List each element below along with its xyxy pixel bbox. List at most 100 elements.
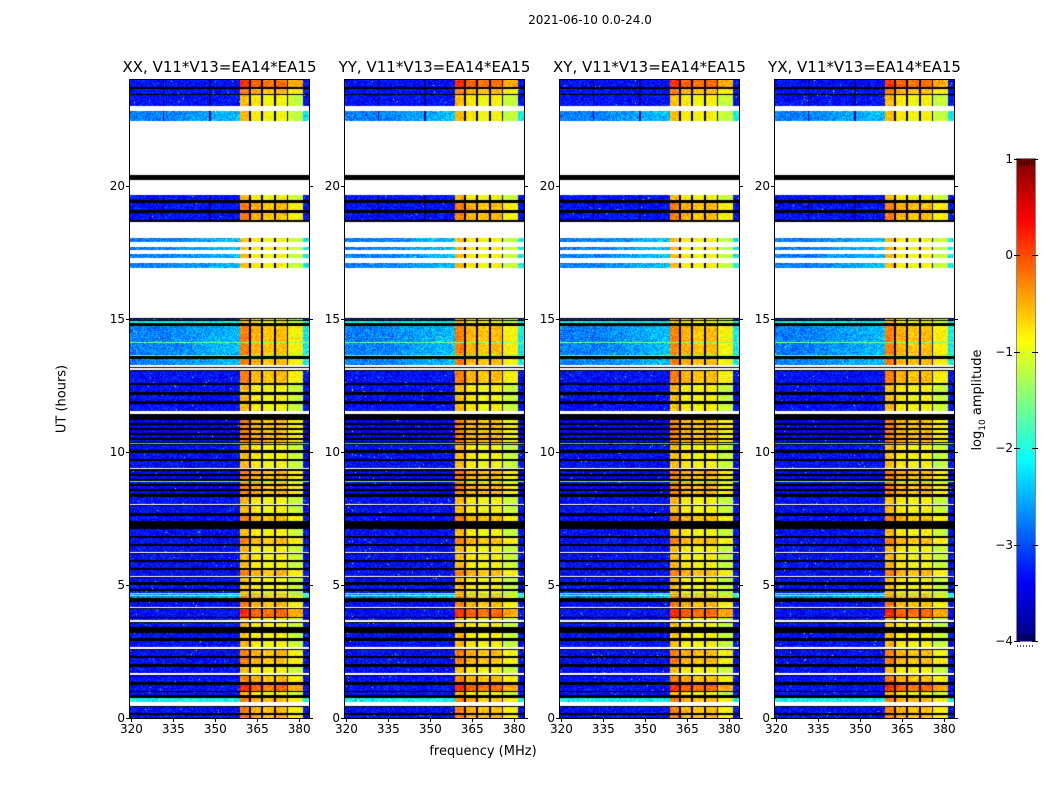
- y-tickmark: [556, 186, 560, 187]
- y-tickmark: [771, 718, 775, 719]
- x-tick-label: 380: [287, 722, 311, 736]
- y-tickmark: [524, 585, 528, 586]
- y-tickmark: [126, 319, 130, 320]
- x-tick-label: 350: [848, 722, 872, 736]
- y-tickmark: [309, 319, 313, 320]
- y-tick-label: 10: [754, 445, 770, 460]
- colorbar-tickmark: [1014, 255, 1020, 256]
- figure-title: 2021-06-10 0.0-24.0: [528, 13, 652, 27]
- x-tickmark: [346, 718, 347, 722]
- y-tickmark: [341, 186, 345, 187]
- y-tick-label: 20: [109, 179, 125, 194]
- x-tickmark: [902, 718, 903, 722]
- x-tickmark: [299, 718, 300, 722]
- y-tickmark: [524, 452, 528, 453]
- y-tick-label: 15: [109, 312, 125, 327]
- y-tickmark: [309, 585, 313, 586]
- y-tick-label: 10: [109, 445, 125, 460]
- x-tick-label: 365: [675, 722, 699, 736]
- y-tickmark: [739, 186, 743, 187]
- x-tickmark: [257, 718, 258, 722]
- colorbar-canvas: [1017, 159, 1035, 641]
- x-tickmark: [430, 718, 431, 722]
- y-tickmark: [341, 718, 345, 719]
- y-tick-label: 5: [547, 578, 555, 593]
- y-tickmark: [556, 718, 560, 719]
- x-tickmark: [388, 718, 389, 722]
- y-tickmark: [126, 452, 130, 453]
- colorbar-tick-label: 0: [1005, 248, 1013, 263]
- y-tickmark: [556, 452, 560, 453]
- panel-yx: [774, 79, 955, 719]
- colorbar-underflow-dots: [1017, 645, 1035, 647]
- y-tickmark: [771, 186, 775, 187]
- y-tick-label: 20: [324, 179, 340, 194]
- panel-yy: [344, 79, 525, 719]
- x-tick-label: 350: [203, 722, 227, 736]
- colorbar-label: log10 amplitude: [970, 349, 988, 451]
- y-tickmark: [341, 585, 345, 586]
- colorbar-tickmark: [1014, 159, 1020, 160]
- panel-title-xy: XY, V11*V13=EA14*EA15: [553, 58, 746, 76]
- panel-xx: [129, 79, 310, 719]
- y-tickmark: [771, 452, 775, 453]
- y-tickmark: [954, 186, 958, 187]
- spectrogram-canvas-yx: [775, 80, 954, 718]
- colorbar: [1016, 158, 1036, 642]
- x-tick-label: 335: [376, 722, 400, 736]
- x-tickmark: [860, 718, 861, 722]
- x-tickmark: [472, 718, 473, 722]
- y-tickmark: [126, 186, 130, 187]
- y-tickmark: [739, 585, 743, 586]
- y-tick-label: 15: [539, 312, 555, 327]
- y-tickmark: [739, 319, 743, 320]
- colorbar-tickmark: [1032, 545, 1038, 546]
- colorbar-tick-label: −1: [995, 344, 1013, 359]
- x-tickmark: [645, 718, 646, 722]
- y-tick-label: 0: [332, 711, 340, 725]
- y-tickmark: [954, 718, 958, 719]
- y-tick-label: 0: [117, 711, 125, 725]
- y-tick-label: 0: [762, 711, 770, 725]
- x-tick-label: 380: [932, 722, 956, 736]
- x-tick-label: 335: [591, 722, 615, 736]
- y-tick-label: 20: [754, 179, 770, 194]
- spectrogram-canvas-yy: [345, 80, 524, 718]
- x-tick-label: 365: [890, 722, 914, 736]
- y-tick-label: 10: [539, 445, 555, 460]
- x-axis-label: frequency (MHz): [429, 744, 537, 759]
- x-tick-label: 350: [633, 722, 657, 736]
- x-tickmark: [514, 718, 515, 722]
- y-tick-label: 5: [117, 578, 125, 593]
- y-tickmark: [309, 452, 313, 453]
- x-tickmark: [215, 718, 216, 722]
- y-tickmark: [341, 319, 345, 320]
- x-tickmark: [818, 718, 819, 722]
- y-tick-label: 5: [762, 578, 770, 593]
- y-tick-label: 20: [539, 179, 555, 194]
- y-tickmark: [954, 319, 958, 320]
- colorbar-tick-label: 1: [1005, 152, 1013, 166]
- panel-xy: [559, 79, 740, 719]
- y-tickmark: [556, 319, 560, 320]
- colorbar-tickmark: [1014, 448, 1020, 449]
- y-tick-label: 5: [332, 578, 340, 593]
- colorbar-tickmark: [1032, 255, 1038, 256]
- y-tickmark: [524, 718, 528, 719]
- x-tickmark: [729, 718, 730, 722]
- y-tick-label: 15: [324, 312, 340, 327]
- y-tick-label: 10: [324, 445, 340, 460]
- x-tick-label: 365: [245, 722, 269, 736]
- x-tickmark: [131, 718, 132, 722]
- x-tick-label: 380: [502, 722, 526, 736]
- x-tickmark: [687, 718, 688, 722]
- colorbar-tickmark: [1014, 641, 1020, 642]
- panel-title-yx: YX, V11*V13=EA14*EA15: [768, 58, 961, 76]
- x-tick-label: 380: [717, 722, 741, 736]
- panel-title-yy: YY, V11*V13=EA14*EA15: [338, 58, 531, 76]
- colorbar-tick-label: −2: [995, 441, 1013, 456]
- colorbar-tickmark: [1014, 545, 1020, 546]
- colorbar-tickmark: [1032, 352, 1038, 353]
- x-tickmark: [776, 718, 777, 722]
